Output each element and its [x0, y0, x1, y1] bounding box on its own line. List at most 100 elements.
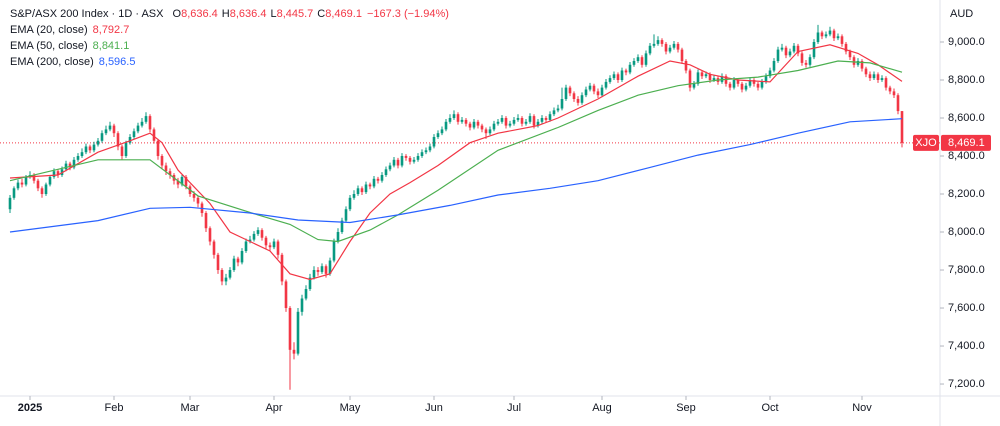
candle-body — [700, 72, 704, 77]
legend-name: EMA (20, close) — [10, 24, 88, 36]
candle-body — [792, 45, 796, 52]
y-tick-label: 8,200.0 — [948, 188, 985, 200]
candle-body — [208, 228, 212, 242]
candle-body — [696, 72, 700, 84]
legend-value: 8,792.7 — [92, 24, 130, 36]
candle-body — [784, 47, 788, 56]
candle-body — [348, 197, 352, 210]
candle-body — [160, 156, 164, 166]
candle-body — [20, 182, 24, 185]
candle-body — [272, 241, 276, 248]
candle-body — [120, 146, 124, 157]
symbol-badge — [913, 134, 939, 151]
candle-body — [812, 41, 816, 58]
candle-body — [40, 188, 44, 195]
candle-body — [564, 87, 568, 99]
candle-body — [132, 131, 136, 138]
candle-body — [224, 277, 228, 282]
candle-body — [104, 129, 108, 134]
y-tick-label: 9,000.0 — [948, 36, 985, 48]
y-tick-label: 7,800.0 — [948, 264, 985, 276]
candle-body — [404, 156, 408, 158]
candle-body — [280, 254, 284, 282]
candle-body — [728, 83, 732, 88]
candle-body — [472, 121, 476, 128]
candle-body — [860, 60, 864, 69]
candle-body — [808, 57, 812, 65]
candle-body — [788, 51, 792, 56]
candle-body — [384, 169, 388, 176]
candle-body — [316, 270, 320, 272]
candle-body — [180, 176, 184, 185]
candle-body — [900, 111, 904, 143]
candle-body — [708, 74, 712, 80]
candle-body — [148, 116, 152, 130]
y-tick-label: 7,600.0 — [948, 302, 985, 314]
candle-body — [800, 53, 804, 63]
candle-body — [220, 270, 224, 282]
candle-body — [672, 43, 676, 48]
legend-value: 8,596.5 — [98, 56, 136, 68]
candle-body — [240, 251, 244, 263]
candle-body — [248, 239, 252, 242]
candle-body — [112, 125, 116, 134]
x-tick-label: Aug — [592, 402, 612, 414]
candle-body — [260, 230, 264, 238]
candle-body — [168, 171, 172, 176]
candle-body — [216, 254, 220, 271]
candle-body — [616, 74, 620, 80]
candle-body — [444, 121, 448, 130]
candle-body — [516, 118, 520, 120]
candle-body — [520, 118, 524, 124]
candle-body — [476, 121, 480, 126]
candle-body — [424, 150, 428, 153]
candle-body — [344, 209, 348, 221]
candle-body — [84, 146, 88, 153]
candle-body — [412, 159, 416, 162]
y-tick-label: 7,200.0 — [948, 378, 985, 390]
candle-body — [204, 213, 208, 229]
y-tick-label: 8,400.0 — [948, 150, 985, 162]
candle-body — [664, 43, 668, 52]
candle-body — [668, 47, 672, 52]
candle-body — [380, 175, 384, 181]
candle-body — [756, 83, 760, 88]
candle-body — [540, 118, 544, 122]
candle-body — [536, 121, 540, 126]
price-badge — [941, 134, 991, 151]
candle-body — [624, 70, 628, 73]
candle-body — [828, 30, 832, 35]
x-tick-label: 2025 — [18, 402, 42, 414]
candle-body — [688, 70, 692, 88]
candle-body — [880, 78, 884, 80]
x-tick-label: Apr — [265, 402, 282, 414]
candle-body — [820, 32, 824, 37]
candle-body — [56, 171, 60, 176]
candle-body — [124, 142, 128, 157]
candle-body — [648, 45, 652, 54]
candle-body — [328, 260, 332, 274]
chart-title: S&P/ASX 200 Index · 1D · ASX — [10, 8, 164, 20]
ohlc-letter: L — [270, 8, 277, 20]
candle-body — [68, 163, 72, 168]
candle-body — [52, 171, 56, 177]
ema-legend: EMA (20, close) 8,792.7 — [10, 22, 449, 38]
candle-body — [64, 163, 68, 170]
candle-body — [556, 108, 560, 111]
candle-body — [392, 159, 396, 166]
ohlc-letter: O — [172, 8, 182, 20]
ohlc-letter: H — [221, 8, 230, 20]
candle-body — [748, 79, 752, 86]
candle-body — [552, 110, 556, 115]
ema-legend: EMA (50, close) 8,841.1 — [10, 38, 449, 54]
candle-body — [824, 34, 828, 37]
candle-body — [72, 159, 76, 168]
candle-body — [592, 85, 596, 92]
y-tick-label: 7,400.0 — [948, 340, 985, 352]
candle-body — [144, 116, 148, 122]
candle-body — [868, 74, 872, 79]
candle-body — [872, 74, 876, 79]
candle-body — [712, 78, 716, 80]
candle-body — [44, 184, 48, 195]
candle-body — [292, 349, 296, 354]
